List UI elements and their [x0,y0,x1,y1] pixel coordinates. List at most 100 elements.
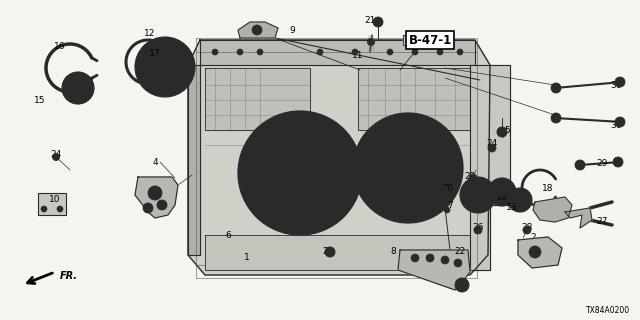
Text: FR.: FR. [60,271,78,281]
Circle shape [352,49,358,55]
Circle shape [143,203,153,213]
Text: 27: 27 [596,218,608,227]
Polygon shape [533,197,572,222]
Polygon shape [188,40,490,275]
Circle shape [500,130,504,134]
Text: 30: 30 [611,121,621,130]
Circle shape [267,140,333,206]
Circle shape [367,38,374,45]
Circle shape [551,113,561,123]
Circle shape [148,186,162,200]
Circle shape [613,157,623,167]
Polygon shape [188,65,200,255]
Text: 11: 11 [352,51,364,60]
Text: 1: 1 [244,253,250,262]
Circle shape [575,160,585,170]
Circle shape [551,83,561,93]
Text: 23: 23 [464,172,476,180]
Circle shape [382,142,434,194]
Circle shape [444,207,450,213]
Text: 10: 10 [49,196,61,204]
Text: 6: 6 [225,230,231,239]
Polygon shape [565,208,592,228]
Circle shape [615,117,625,127]
Circle shape [469,174,477,182]
Text: 22: 22 [323,247,333,257]
Circle shape [57,206,63,212]
Circle shape [456,261,460,265]
Circle shape [441,143,448,150]
Polygon shape [238,22,278,38]
Text: 26: 26 [472,223,484,233]
Text: 7: 7 [447,201,453,210]
Circle shape [237,49,243,55]
Text: B-47-1: B-47-1 [408,34,452,46]
Circle shape [428,256,432,260]
Text: 15: 15 [35,95,45,105]
Polygon shape [518,237,562,268]
Circle shape [252,25,262,35]
Text: 2: 2 [530,234,536,243]
FancyBboxPatch shape [38,193,66,215]
Circle shape [441,256,449,264]
Circle shape [272,127,280,135]
Text: 24: 24 [51,149,61,158]
Circle shape [471,188,485,202]
Circle shape [412,49,418,55]
Text: TX84A0200: TX84A0200 [586,306,630,315]
Polygon shape [398,250,470,290]
Circle shape [286,159,314,187]
Circle shape [523,226,531,234]
Text: 30: 30 [611,81,621,90]
Circle shape [320,127,328,135]
Text: 24: 24 [486,139,498,148]
Circle shape [404,123,412,130]
Text: 22: 22 [454,247,466,257]
Circle shape [68,78,88,98]
Circle shape [62,72,94,104]
Circle shape [497,127,507,137]
Polygon shape [470,65,510,270]
Circle shape [508,188,532,212]
Circle shape [400,160,416,176]
Circle shape [455,278,469,292]
Text: 28: 28 [522,223,532,233]
Circle shape [135,37,195,97]
Text: 5: 5 [504,125,510,134]
Text: 29: 29 [596,158,608,167]
Text: 12: 12 [144,28,156,37]
Circle shape [497,187,507,197]
Text: 14: 14 [542,201,554,210]
Circle shape [41,206,47,212]
Text: 20: 20 [442,183,454,193]
Circle shape [257,49,263,55]
Circle shape [238,111,362,235]
Circle shape [454,259,462,267]
Circle shape [460,177,496,213]
Polygon shape [205,68,310,130]
Circle shape [457,49,463,55]
Circle shape [488,144,496,152]
Circle shape [474,226,482,234]
Circle shape [353,113,463,223]
Circle shape [387,49,393,55]
Circle shape [317,49,323,55]
Circle shape [488,178,516,206]
Circle shape [615,77,625,87]
Text: 4: 4 [152,157,158,166]
Circle shape [413,256,417,260]
Polygon shape [358,68,470,130]
Text: 19: 19 [496,193,508,202]
Text: 9: 9 [289,26,295,35]
Circle shape [328,250,332,254]
Circle shape [212,49,218,55]
Circle shape [150,52,180,82]
Circle shape [426,254,434,262]
Circle shape [272,211,280,219]
Circle shape [325,247,335,257]
Circle shape [411,254,419,262]
Circle shape [157,200,167,210]
Circle shape [52,154,60,161]
Text: 8: 8 [390,247,396,257]
Circle shape [373,17,383,27]
